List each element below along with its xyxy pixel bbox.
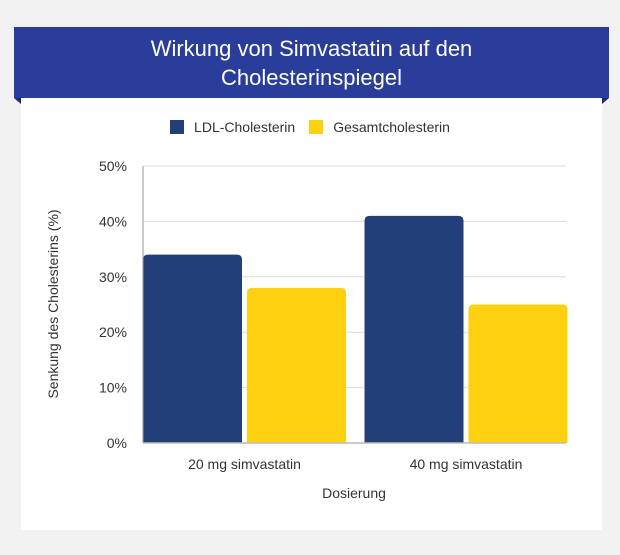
y-tick-label: 0%: [107, 435, 127, 451]
legend-item-ldl: LDL-Cholesterin: [170, 119, 295, 135]
legend-label-ldl: LDL-Cholesterin: [194, 119, 296, 135]
y-tick-label: 40%: [99, 213, 127, 229]
chart-title-banner: Wirkung von Simvastatin auf den Choleste…: [14, 27, 609, 98]
y-tick-label: 20%: [99, 324, 127, 340]
banner-fold-left: [14, 98, 21, 104]
y-tick-label: 30%: [99, 269, 127, 285]
legend-item-gesamt: Gesamtcholesterin: [309, 119, 450, 135]
chart-title: Wirkung von Simvastatin auf den Choleste…: [150, 35, 473, 90]
legend-label-gesamt: Gesamtcholesterin: [333, 119, 450, 135]
x-tick-label: 40 mg simvastatin: [410, 456, 523, 472]
bar-ldl-2: [364, 215, 464, 443]
y-axis-label: Senkung des Cholesterins (%): [45, 209, 61, 398]
bar-ldl-1: [143, 254, 242, 443]
banner-fold-right: [602, 98, 609, 104]
legend-swatch-ldl: [170, 120, 185, 134]
x-tick-label: 20 mg simvastatin: [188, 456, 301, 472]
legend: LDL-Cholesterin Gesamtcholesterin: [0, 119, 620, 135]
y-tick-label: 50%: [99, 158, 127, 174]
bar-gesamt-1: [247, 287, 346, 443]
legend-swatch-gesamt: [309, 120, 324, 134]
x-axis-label: Dosierung: [322, 485, 386, 501]
y-tick-label: 10%: [99, 380, 127, 396]
bar-gesamt-2: [468, 304, 568, 443]
